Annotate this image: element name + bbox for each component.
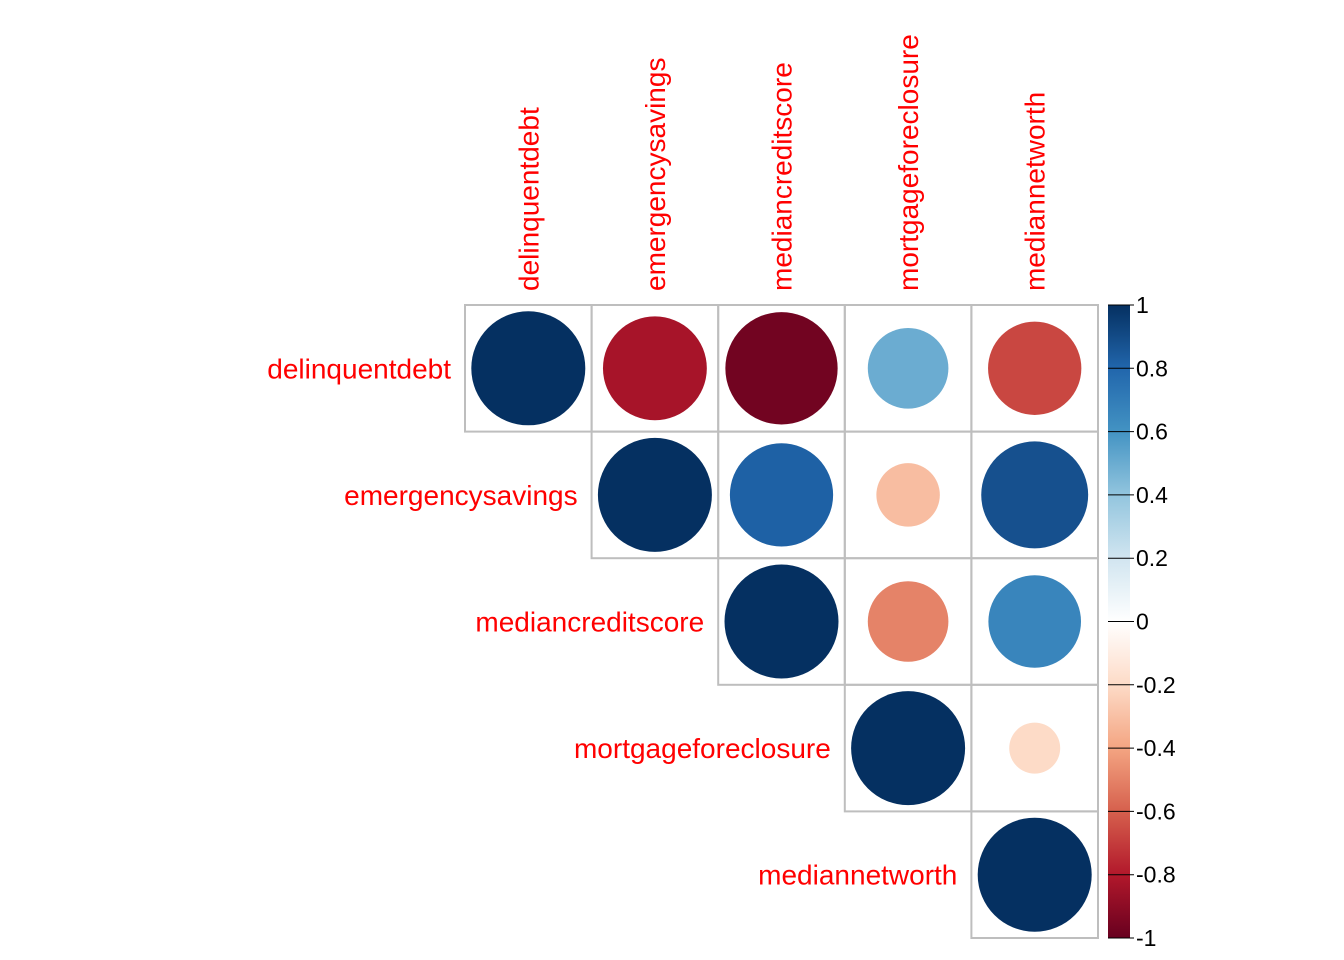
circle-delinquentdebt-mortgageforeclosure <box>867 327 949 409</box>
circle-emergencysavings-mediancreditscore <box>729 443 834 547</box>
column-label-mediannetworth: mediannetworth <box>1020 92 1051 291</box>
colorbar-tick-label: 0.8 <box>1136 355 1168 381</box>
row-labels: delinquentdebt emergencysavings mediancred… <box>267 353 957 890</box>
column-label-mediancreditscore: mediancreditscore <box>767 62 798 291</box>
grid-cell-mediannetworth-mediannetworth <box>970 810 1100 940</box>
circle-mortgageforeclosure-mediannetworth <box>1009 722 1061 774</box>
circle-mediancreditscore-mediannetworth <box>988 575 1082 668</box>
colorbar-tick-label: -1 <box>1136 925 1156 951</box>
circle-delinquentdebt-mediannetworth <box>988 321 1082 415</box>
colorbar-tick-label: 0.4 <box>1136 482 1168 508</box>
colorbar-tick-label: 1 <box>1136 292 1149 318</box>
colorbar-tick-label: 0.6 <box>1136 419 1168 445</box>
row-label-delinquentdebt: delinquentdebt <box>267 353 451 384</box>
circle-mediannetworth-mediannetworth <box>977 817 1092 932</box>
column-label-emergencysavings: emergencysavings <box>640 58 671 291</box>
circle-delinquentdebt-delinquentdebt <box>471 311 586 426</box>
colorbar-tick-label: -0.2 <box>1136 672 1176 698</box>
colorbar-tick-label: -0.6 <box>1136 798 1176 824</box>
colorbar: 1 0.8 0.6 0.4 0.2 0 -0.2 -0.4 -0.6 -0.8 -1 <box>1108 292 1176 951</box>
circle-emergencysavings-emergencysavings <box>597 437 712 552</box>
colorbar-ticks: 1 0.8 0.6 0.4 0.2 0 -0.2 -0.4 -0.6 -0.8 -1 <box>1108 292 1176 951</box>
circle-layer <box>471 311 1092 932</box>
circle-mortgageforeclosure-mortgageforeclosure <box>851 691 966 806</box>
circle-emergencysavings-mortgageforeclosure <box>876 463 940 527</box>
circle-mediancreditscore-mortgageforeclosure <box>867 581 949 662</box>
row-label-mediancreditscore: mediancreditscore <box>475 607 704 638</box>
row-label-mortgageforeclosure: mortgageforeclosure <box>574 733 831 764</box>
colorbar-tick-label: 0 <box>1136 609 1149 635</box>
circle-mediancreditscore-mediancreditscore <box>724 564 839 679</box>
colorbar-tick-label: -0.4 <box>1136 735 1176 761</box>
circle-delinquentdebt-emergencysavings <box>602 316 707 421</box>
colorbar-tick-label: -0.8 <box>1136 862 1176 888</box>
column-label-mortgageforeclosure: mortgageforeclosure <box>893 34 924 291</box>
circle-emergencysavings-mediannetworth <box>981 441 1089 549</box>
grid-layer <box>464 304 1100 940</box>
column-labels: delinquentdebt emergencysavings mediancred… <box>513 34 1050 291</box>
row-label-emergencysavings: emergencysavings <box>344 480 577 511</box>
circle-delinquentdebt-mediancreditscore <box>725 312 838 425</box>
colorbar-tick-label: 0.2 <box>1136 545 1168 571</box>
row-label-mediannetworth: mediannetworth <box>758 860 957 891</box>
column-label-delinquentdebt: delinquentdebt <box>513 107 544 291</box>
